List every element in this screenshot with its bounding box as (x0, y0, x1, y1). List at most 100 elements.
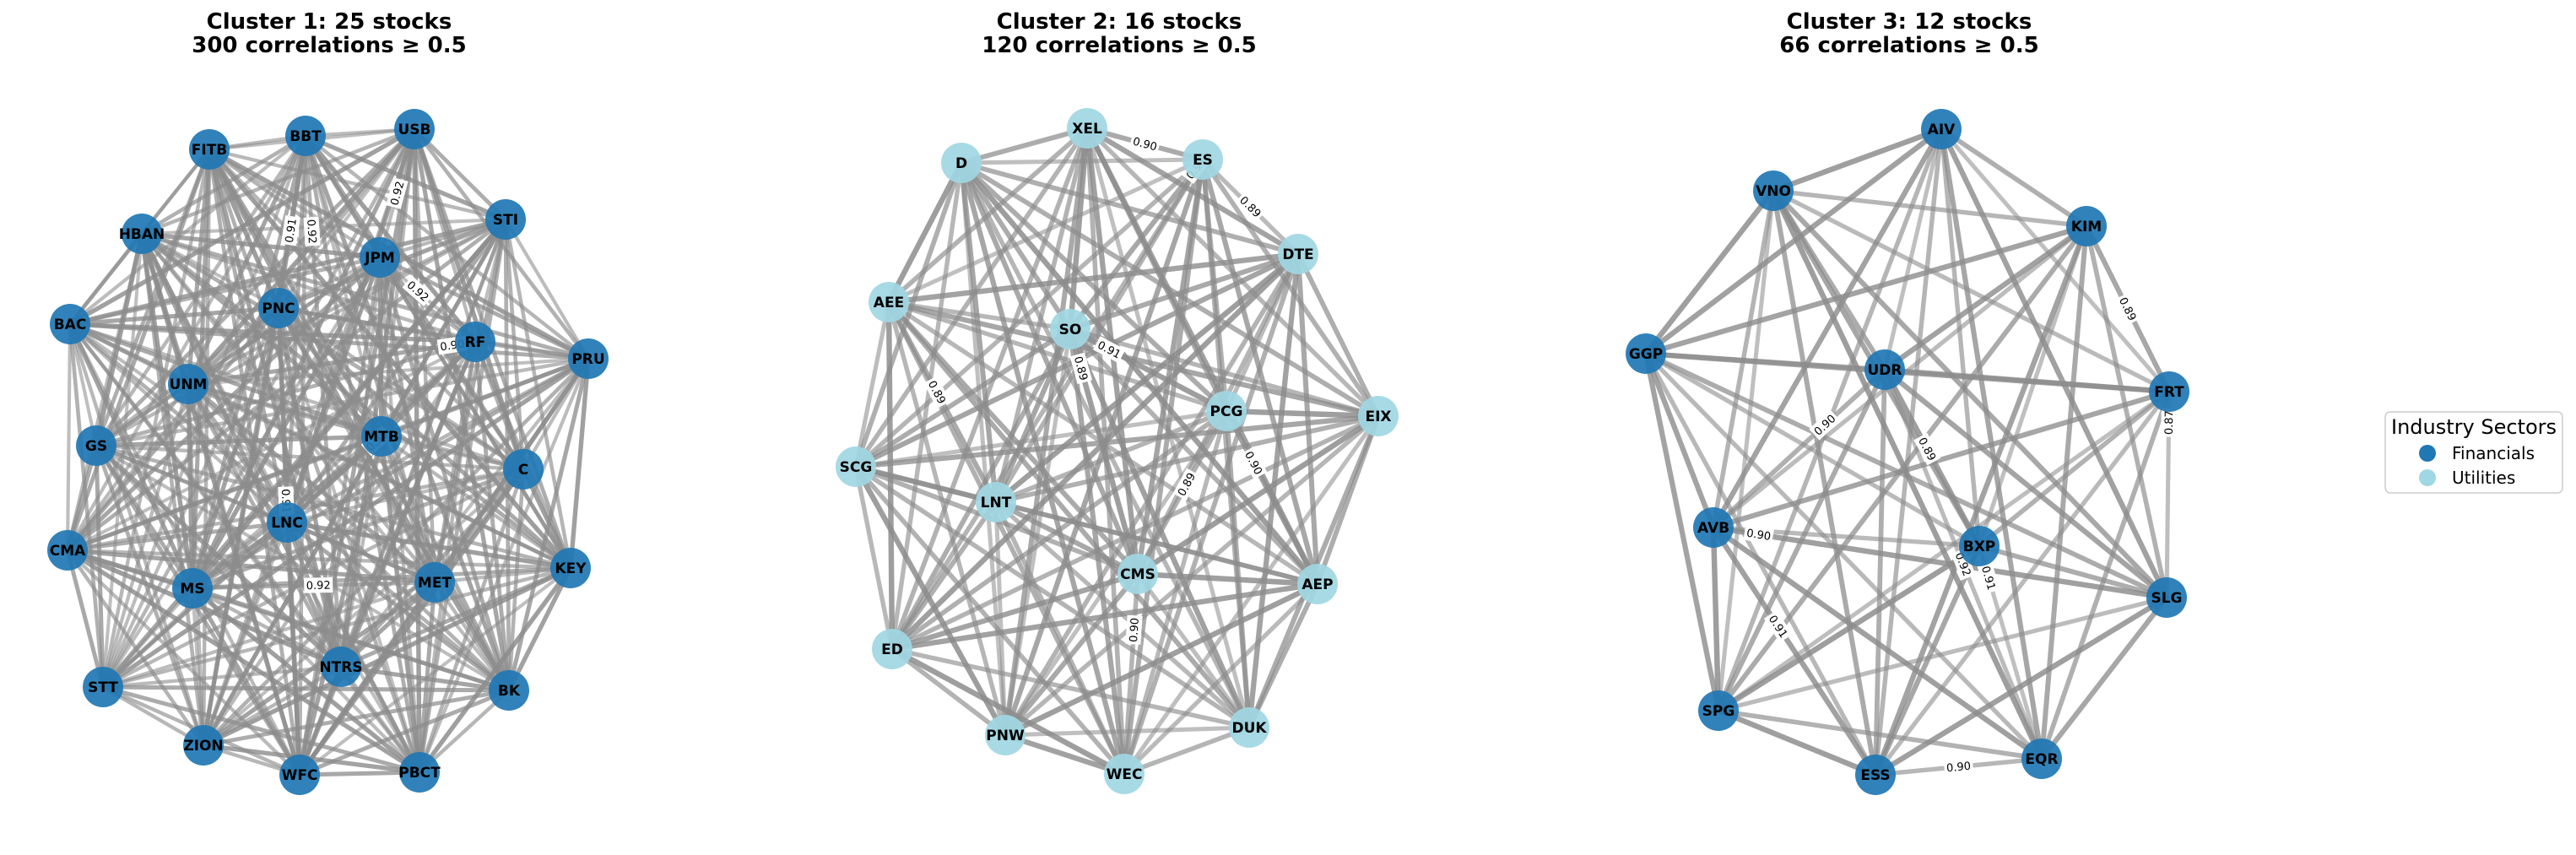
node-lnc: LNC (267, 502, 307, 543)
legend-utilities-marker (2419, 469, 2436, 486)
edge-KEY-MET (432, 565, 573, 585)
edge-ES-SO (1067, 156, 1206, 333)
edge-C-PBCT (417, 467, 526, 775)
cluster-3-network: 0.890.890.90 0.870.900.910.910.920.90AIVV… (1626, 109, 2189, 795)
edge-CMS-ED (889, 571, 1141, 652)
edge-VNO-SPG (1716, 188, 1776, 713)
edge-CMA-KEY (65, 548, 573, 571)
edge-JPM-CMA (65, 255, 382, 553)
node-circle (2149, 371, 2189, 412)
node-eqr: EQR (2021, 739, 2062, 779)
node-label: KEY (555, 560, 587, 577)
node-label: LNC (271, 515, 303, 532)
edge-LNC-PBCT (284, 520, 422, 775)
node-circle (50, 304, 90, 344)
edge-label-background (402, 275, 434, 307)
edge-SLG-ESS (1872, 594, 2170, 778)
edge-label: 0.89 (2114, 292, 2141, 326)
node-label: HBAN (119, 226, 165, 243)
node-bk: BK (489, 670, 529, 711)
node-label: MTB (364, 429, 398, 446)
edge-label-background (1943, 757, 1974, 777)
edge-DTE-AEP (1295, 251, 1321, 587)
edge-USB-HBAN (139, 127, 417, 236)
edge-label-background (1172, 468, 1200, 501)
cluster-2-edges (852, 125, 1382, 777)
legend-title: Industry Sectors (2391, 415, 2557, 439)
edge-AIV-VNO (1770, 126, 1945, 194)
edge-label-background (1743, 524, 1774, 544)
node-circle (1693, 507, 1734, 548)
edge-D-EIX (959, 160, 1381, 419)
edge-PRU-KEY (568, 356, 591, 571)
edge-MS-ZION (190, 586, 206, 748)
edge-label: 0.90 (1743, 524, 1774, 544)
edge-PCG-ED (890, 409, 1229, 652)
node-circle (1050, 309, 1090, 349)
edge-JPM-MTB (377, 255, 384, 439)
edge-LNT-PNW (993, 500, 1008, 738)
node-circle (1182, 139, 1223, 180)
cluster-2-nodes: XEL D ES DTE AEE SO PCG EIX SCG LNT CMS AEP ED PNW DUK… (836, 108, 1399, 794)
node-label: EIX (1365, 409, 1391, 425)
node-circle (568, 338, 609, 379)
node-circle (1297, 564, 1338, 604)
node-label: XEL (1072, 121, 1102, 138)
edge-label-background (304, 576, 333, 593)
edge-NTRS-BK (338, 664, 511, 693)
edge-LNT-CMS (993, 499, 1141, 577)
node-label: USB (398, 122, 430, 138)
node-label: DUK (1231, 720, 1267, 737)
edge-EIX-CMS (1134, 413, 1382, 577)
edge-label-text: 0.90 (1745, 528, 1772, 544)
node-label: STI (493, 212, 518, 229)
edge-label: 0.90 (1128, 133, 1161, 155)
node-label: STT (88, 679, 118, 696)
edge-DUK-WEC (1122, 725, 1252, 777)
edge-RF-UNM (186, 339, 478, 387)
node-label: DTE (1282, 246, 1313, 263)
node-pru: PRU (568, 338, 609, 379)
edge-JPM-MS (190, 255, 382, 591)
edge-AIV-KIM (1939, 127, 2089, 229)
edge-CMS-AEP (1134, 571, 1321, 587)
edge-C-BK (506, 467, 526, 693)
edge-label: 0.92 (304, 576, 333, 593)
edge-LNC-CMA (65, 520, 290, 553)
node-label: UDR (1867, 362, 1902, 379)
edge-D-AEP (958, 160, 1321, 587)
edge-label-text: 0.87 (2163, 410, 2176, 435)
edge-label-background (923, 376, 951, 409)
node-label: AVB (1697, 520, 1729, 537)
edge-LNT-AEP (993, 500, 1320, 587)
edge-UNM-BK (186, 382, 511, 693)
node-kim: KIM (2066, 206, 2107, 246)
edge-AVB-SPG (1710, 524, 1722, 714)
edge-VNO-GGP (1642, 187, 1777, 357)
node-ess: ESS (1855, 755, 1896, 795)
cluster-1-edges (65, 127, 591, 777)
edge-KEY-BK (506, 565, 573, 693)
node-es: ES (1182, 139, 1223, 180)
edge-D-ES (959, 157, 1205, 165)
edge-MET-STT (100, 580, 437, 690)
node-d: D (941, 143, 982, 183)
node-pcg: PCG (1206, 391, 1247, 431)
edge-FRT-BXP (1977, 389, 2172, 549)
edge-label-background (1069, 352, 1092, 385)
edge-label-text: 0.89 (1071, 355, 1090, 382)
node-ms: MS (172, 568, 213, 609)
edge-HBAN-JPM (139, 231, 382, 260)
edge-SPG-ESS (1715, 707, 1879, 778)
edge-SO-LNT (993, 326, 1074, 506)
edge-NTRS-STT (100, 664, 344, 690)
node-usb: USB (394, 109, 435, 149)
node-key: KEY (550, 548, 591, 588)
node-label: LNT (981, 495, 1012, 511)
edge-label-background (2114, 292, 2141, 326)
edge-label: 0.87 (2161, 408, 2177, 437)
edge-label-background (1977, 561, 2000, 594)
node-circle (414, 562, 455, 603)
edge-label-text: 0.92 (304, 219, 318, 244)
